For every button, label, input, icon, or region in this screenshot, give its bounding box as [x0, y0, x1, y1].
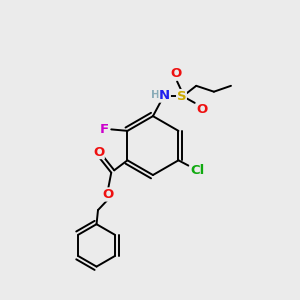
Text: O: O	[93, 146, 104, 159]
Text: H: H	[151, 90, 159, 100]
Text: F: F	[100, 123, 109, 136]
Text: O: O	[196, 103, 208, 116]
Text: S: S	[177, 90, 186, 103]
Text: O: O	[170, 67, 181, 80]
Text: Cl: Cl	[190, 164, 204, 176]
Text: O: O	[102, 188, 113, 201]
Text: N: N	[159, 89, 170, 102]
